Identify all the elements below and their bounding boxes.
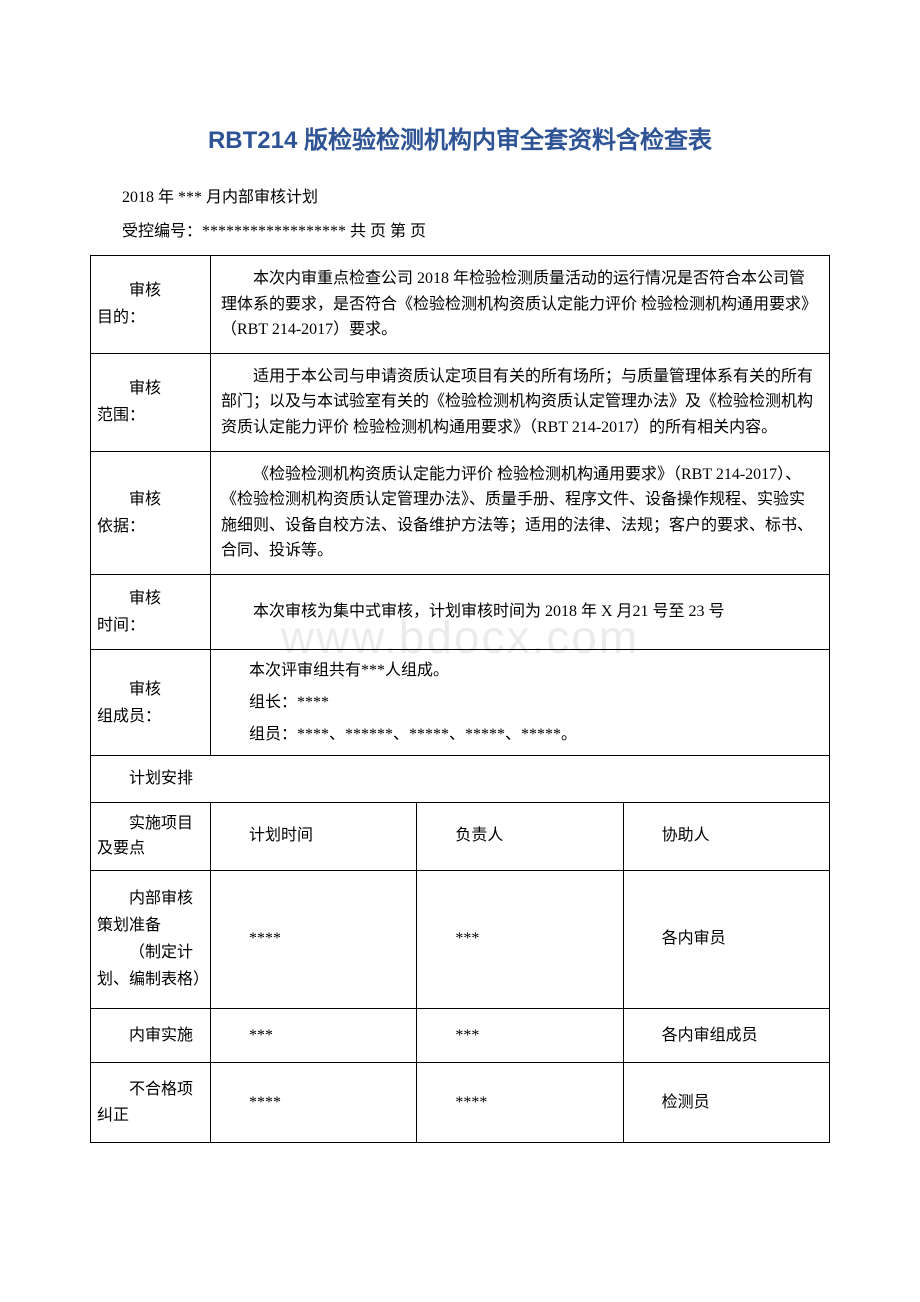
control-number-line: 受控编号：****************** 共 页 第 页 (90, 217, 830, 241)
content-basis: 《检验检测机构资质认定能力评价 检验检测机构通用要求》（RBT 214-2017… (211, 451, 830, 574)
schedule-header-row: 实施项目及要点 计划时间 负责人 协助人 (91, 802, 830, 870)
schedule-time-3: **** (211, 1063, 417, 1143)
label-basis: 审核依据： (91, 451, 211, 574)
team-line-2: 组长：**** (217, 690, 823, 716)
document-title: RBT214 版检验检测机构内审全套资料含检查表 (90, 120, 830, 155)
schedule-owner-1: *** (417, 870, 623, 1008)
row-plan-header: 计划安排 (91, 756, 830, 803)
label-purpose: 审核目的： (91, 256, 211, 354)
header-time: 计划时间 (211, 802, 417, 870)
schedule-item-2: 内审实施 (91, 1008, 211, 1063)
team-line-3: 组员：****、******、*****、*****、*****。 (217, 722, 823, 748)
schedule-row-3: 不合格项纠正 **** **** 检测员 (91, 1063, 830, 1143)
label-team: 审核组成员： (91, 650, 211, 756)
label-scope: 审核范围： (91, 353, 211, 451)
header-owner: 负责人 (417, 802, 623, 870)
schedule-item-3: 不合格项纠正 (91, 1063, 211, 1143)
schedule-row-2: 内审实施 *** *** 各内审组成员 (91, 1008, 830, 1063)
row-basis: 审核依据： 《检验检测机构资质认定能力评价 检验检测机构通用要求》（RBT 21… (91, 451, 830, 574)
schedule-time-1: **** (211, 870, 417, 1008)
row-time: 审核时间： 本次审核为集中式审核，计划审核时间为 2018 年 X 月21 号至… (91, 574, 830, 649)
schedule-item-1-line2: （制定计划、编制表格） (97, 939, 204, 993)
plan-header: 计划安排 (91, 756, 830, 803)
schedule-row-1: 内部审核策划准备 （制定计划、编制表格） **** *** 各内审员 (91, 870, 830, 1008)
schedule-owner-2: *** (417, 1008, 623, 1063)
schedule-time-2: *** (211, 1008, 417, 1063)
schedule-item-1-line1: 内部审核策划准备 (97, 885, 204, 939)
content-time: 本次审核为集中式审核，计划审核时间为 2018 年 X 月21 号至 23 号 (211, 574, 830, 649)
content-scope: 适用于本公司与申请资质认定项目有关的所有场所；与质量管理体系有关的所有部门；以及… (211, 353, 830, 451)
row-purpose: 审核目的： 本次内审重点检查公司 2018 年检验检测质量活动的运行情况是否符合… (91, 256, 830, 354)
audit-info-table: 审核目的： 本次内审重点检查公司 2018 年检验检测质量活动的运行情况是否符合… (90, 255, 830, 1143)
row-team: 审核组成员： 本次评审组共有***人组成。 组长：**** 组员：****、**… (91, 650, 830, 756)
row-scope: 审核范围： 适用于本公司与申请资质认定项目有关的所有场所；与质量管理体系有关的所… (91, 353, 830, 451)
schedule-item-1: 内部审核策划准备 （制定计划、编制表格） (91, 870, 211, 1008)
header-item: 实施项目及要点 (91, 802, 211, 870)
document-subtitle: 2018 年 *** 月内部审核计划 (90, 183, 830, 207)
label-time: 审核时间： (91, 574, 211, 649)
team-line-1: 本次评审组共有***人组成。 (217, 658, 823, 684)
schedule-assist-2: 各内审组成员 (623, 1008, 829, 1063)
schedule-assist-3: 检测员 (623, 1063, 829, 1143)
schedule-assist-1: 各内审员 (623, 870, 829, 1008)
schedule-owner-3: **** (417, 1063, 623, 1143)
content-team: 本次评审组共有***人组成。 组长：**** 组员：****、******、**… (211, 650, 830, 756)
content-purpose: 本次内审重点检查公司 2018 年检验检测质量活动的运行情况是否符合本公司管理体… (211, 256, 830, 354)
header-assist: 协助人 (623, 802, 829, 870)
